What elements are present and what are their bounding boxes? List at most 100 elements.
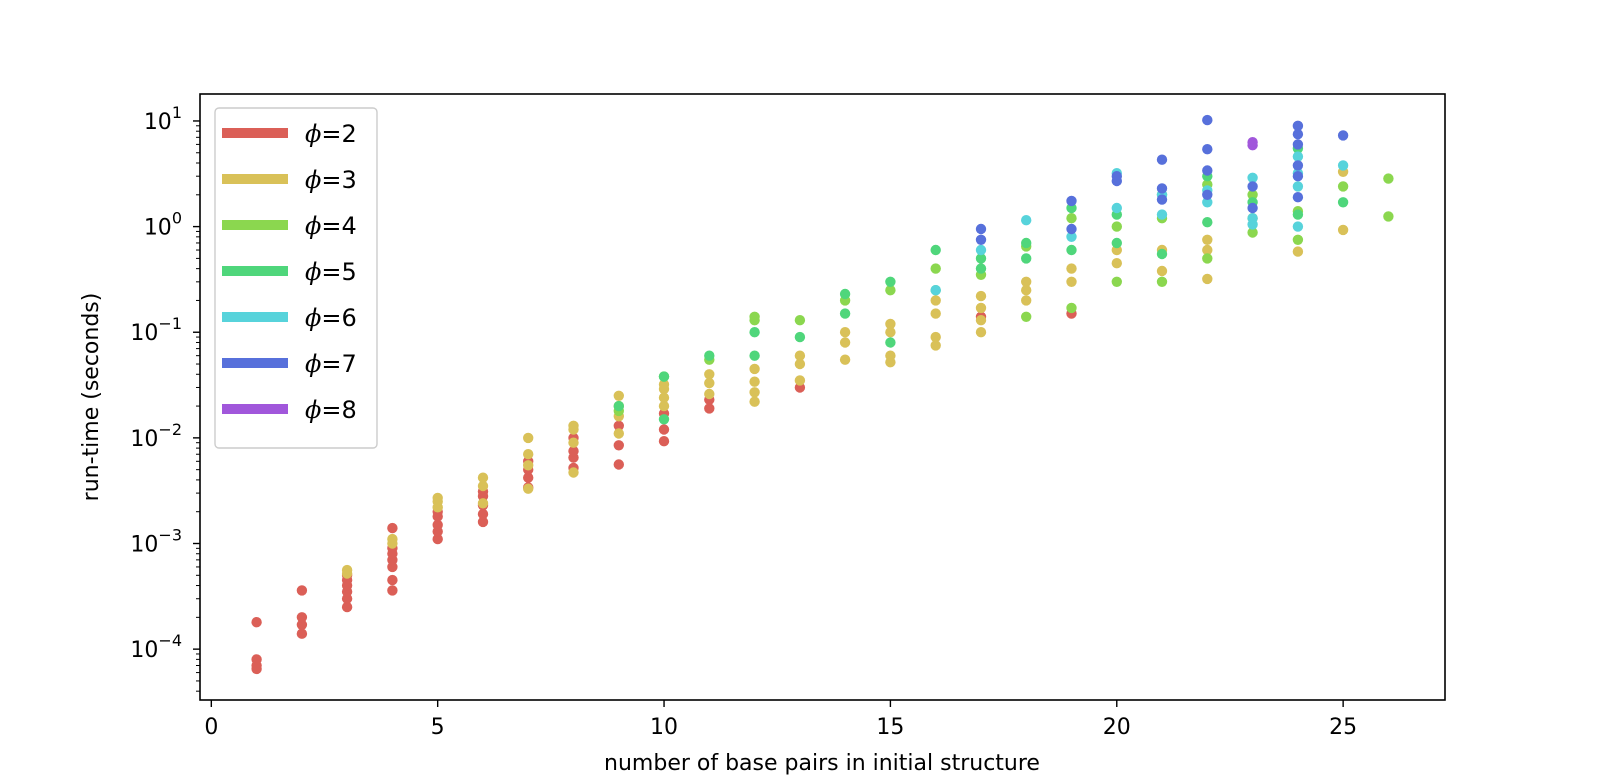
data-point: [523, 460, 534, 471]
data-point: [568, 437, 579, 448]
data-point: [930, 263, 941, 274]
data-point: [1337, 160, 1349, 171]
data-point: [1247, 227, 1258, 238]
data-point: [296, 628, 308, 639]
data-point: [749, 396, 760, 407]
x-tick-label: 0: [204, 715, 218, 740]
data-point: [432, 519, 443, 531]
data-point: [704, 369, 715, 380]
legend-label: ϕ=8: [305, 396, 357, 424]
y-tick-label: 10−2: [130, 420, 182, 452]
data-point: [975, 315, 987, 326]
legend-item: ϕ=7: [222, 350, 357, 378]
data-point: [704, 388, 715, 400]
series-3: [341, 166, 1349, 579]
plot-frame: [199, 93, 1446, 701]
data-point: [523, 483, 534, 494]
data-point: [1156, 276, 1168, 287]
data-point: [930, 244, 941, 256]
data-point: [1247, 137, 1258, 148]
data-point: [613, 459, 624, 470]
data-point: [613, 428, 624, 439]
legend-item: ϕ=4: [222, 212, 357, 240]
data-point: [1292, 192, 1304, 203]
x-axis-label: number of base pairs in initial structur…: [604, 751, 1040, 776]
data-point: [1247, 213, 1258, 224]
legend-label: ϕ=4: [305, 212, 357, 240]
data-point: [658, 392, 670, 403]
y-tick-label: 100: [144, 209, 182, 241]
data-point: [568, 420, 579, 431]
legend-label: ϕ=6: [305, 304, 357, 332]
data-point: [1020, 276, 1032, 287]
data-point: [839, 288, 851, 300]
data-point: [1247, 172, 1258, 183]
data-point: [387, 585, 398, 596]
data-point: [1202, 273, 1213, 285]
data-point: [1156, 209, 1168, 220]
data-point: [930, 295, 941, 306]
data-point: [930, 308, 941, 319]
data-point: [749, 387, 760, 398]
data-point: [1337, 197, 1349, 208]
scatter-points: [251, 114, 1394, 675]
data-point: [1247, 189, 1258, 200]
data-point: [794, 358, 806, 370]
data-point: [885, 337, 896, 348]
data-point: [568, 445, 579, 457]
data-point: [885, 276, 896, 287]
data-point: [613, 440, 624, 451]
data-point: [477, 472, 489, 483]
data-point: [1292, 151, 1304, 162]
data-point: [296, 585, 308, 596]
data-point: [1111, 237, 1123, 249]
legend-item: ϕ=2: [222, 120, 357, 148]
data-point: [975, 244, 987, 256]
data-point: [885, 285, 896, 296]
data-point: [613, 400, 624, 412]
series-7: [975, 114, 1349, 245]
data-point: [1247, 202, 1258, 214]
data-point: [1066, 213, 1077, 224]
data-point: [1202, 234, 1213, 245]
data-point: [1020, 295, 1032, 306]
y-tick-label: 10−4: [130, 631, 182, 663]
data-point: [1202, 165, 1213, 176]
data-point: [839, 308, 851, 319]
data-point: [1156, 194, 1168, 205]
data-point: [1383, 211, 1394, 222]
data-point: [885, 327, 896, 338]
data-point: [1383, 173, 1394, 184]
data-point: [749, 350, 760, 361]
data-point: [794, 375, 806, 386]
data-point: [1202, 114, 1213, 126]
data-point: [1066, 263, 1077, 274]
data-point: [251, 654, 262, 665]
series-8: [1247, 137, 1258, 151]
data-point: [1020, 215, 1032, 226]
data-point: [975, 263, 987, 274]
data-point: [613, 420, 624, 431]
y-axis-ticks: 10−4 10−3 10−2 10−1 100 101: [130, 103, 200, 692]
x-tick-label: 10: [650, 715, 678, 740]
data-point: [658, 379, 670, 390]
legend-item: ϕ=5: [222, 258, 357, 286]
data-point: [658, 400, 670, 412]
data-point: [975, 234, 987, 245]
legend: ϕ=2 ϕ=3 ϕ=4 ϕ=5 ϕ=6 ϕ=7 ϕ=8: [214, 107, 378, 449]
data-point: [749, 311, 760, 322]
data-point: [613, 390, 624, 401]
data-point: [975, 327, 987, 338]
data-point: [975, 223, 987, 235]
data-point: [658, 414, 670, 425]
data-point: [1111, 258, 1123, 269]
data-point: [1202, 189, 1213, 200]
data-point: [1066, 223, 1077, 235]
data-point: [1066, 231, 1077, 242]
data-point: [523, 472, 534, 483]
data-point: [930, 331, 941, 343]
legend-item: ϕ=3: [222, 166, 357, 194]
data-point: [341, 601, 353, 613]
y-tick-label: 10−1: [130, 314, 182, 346]
